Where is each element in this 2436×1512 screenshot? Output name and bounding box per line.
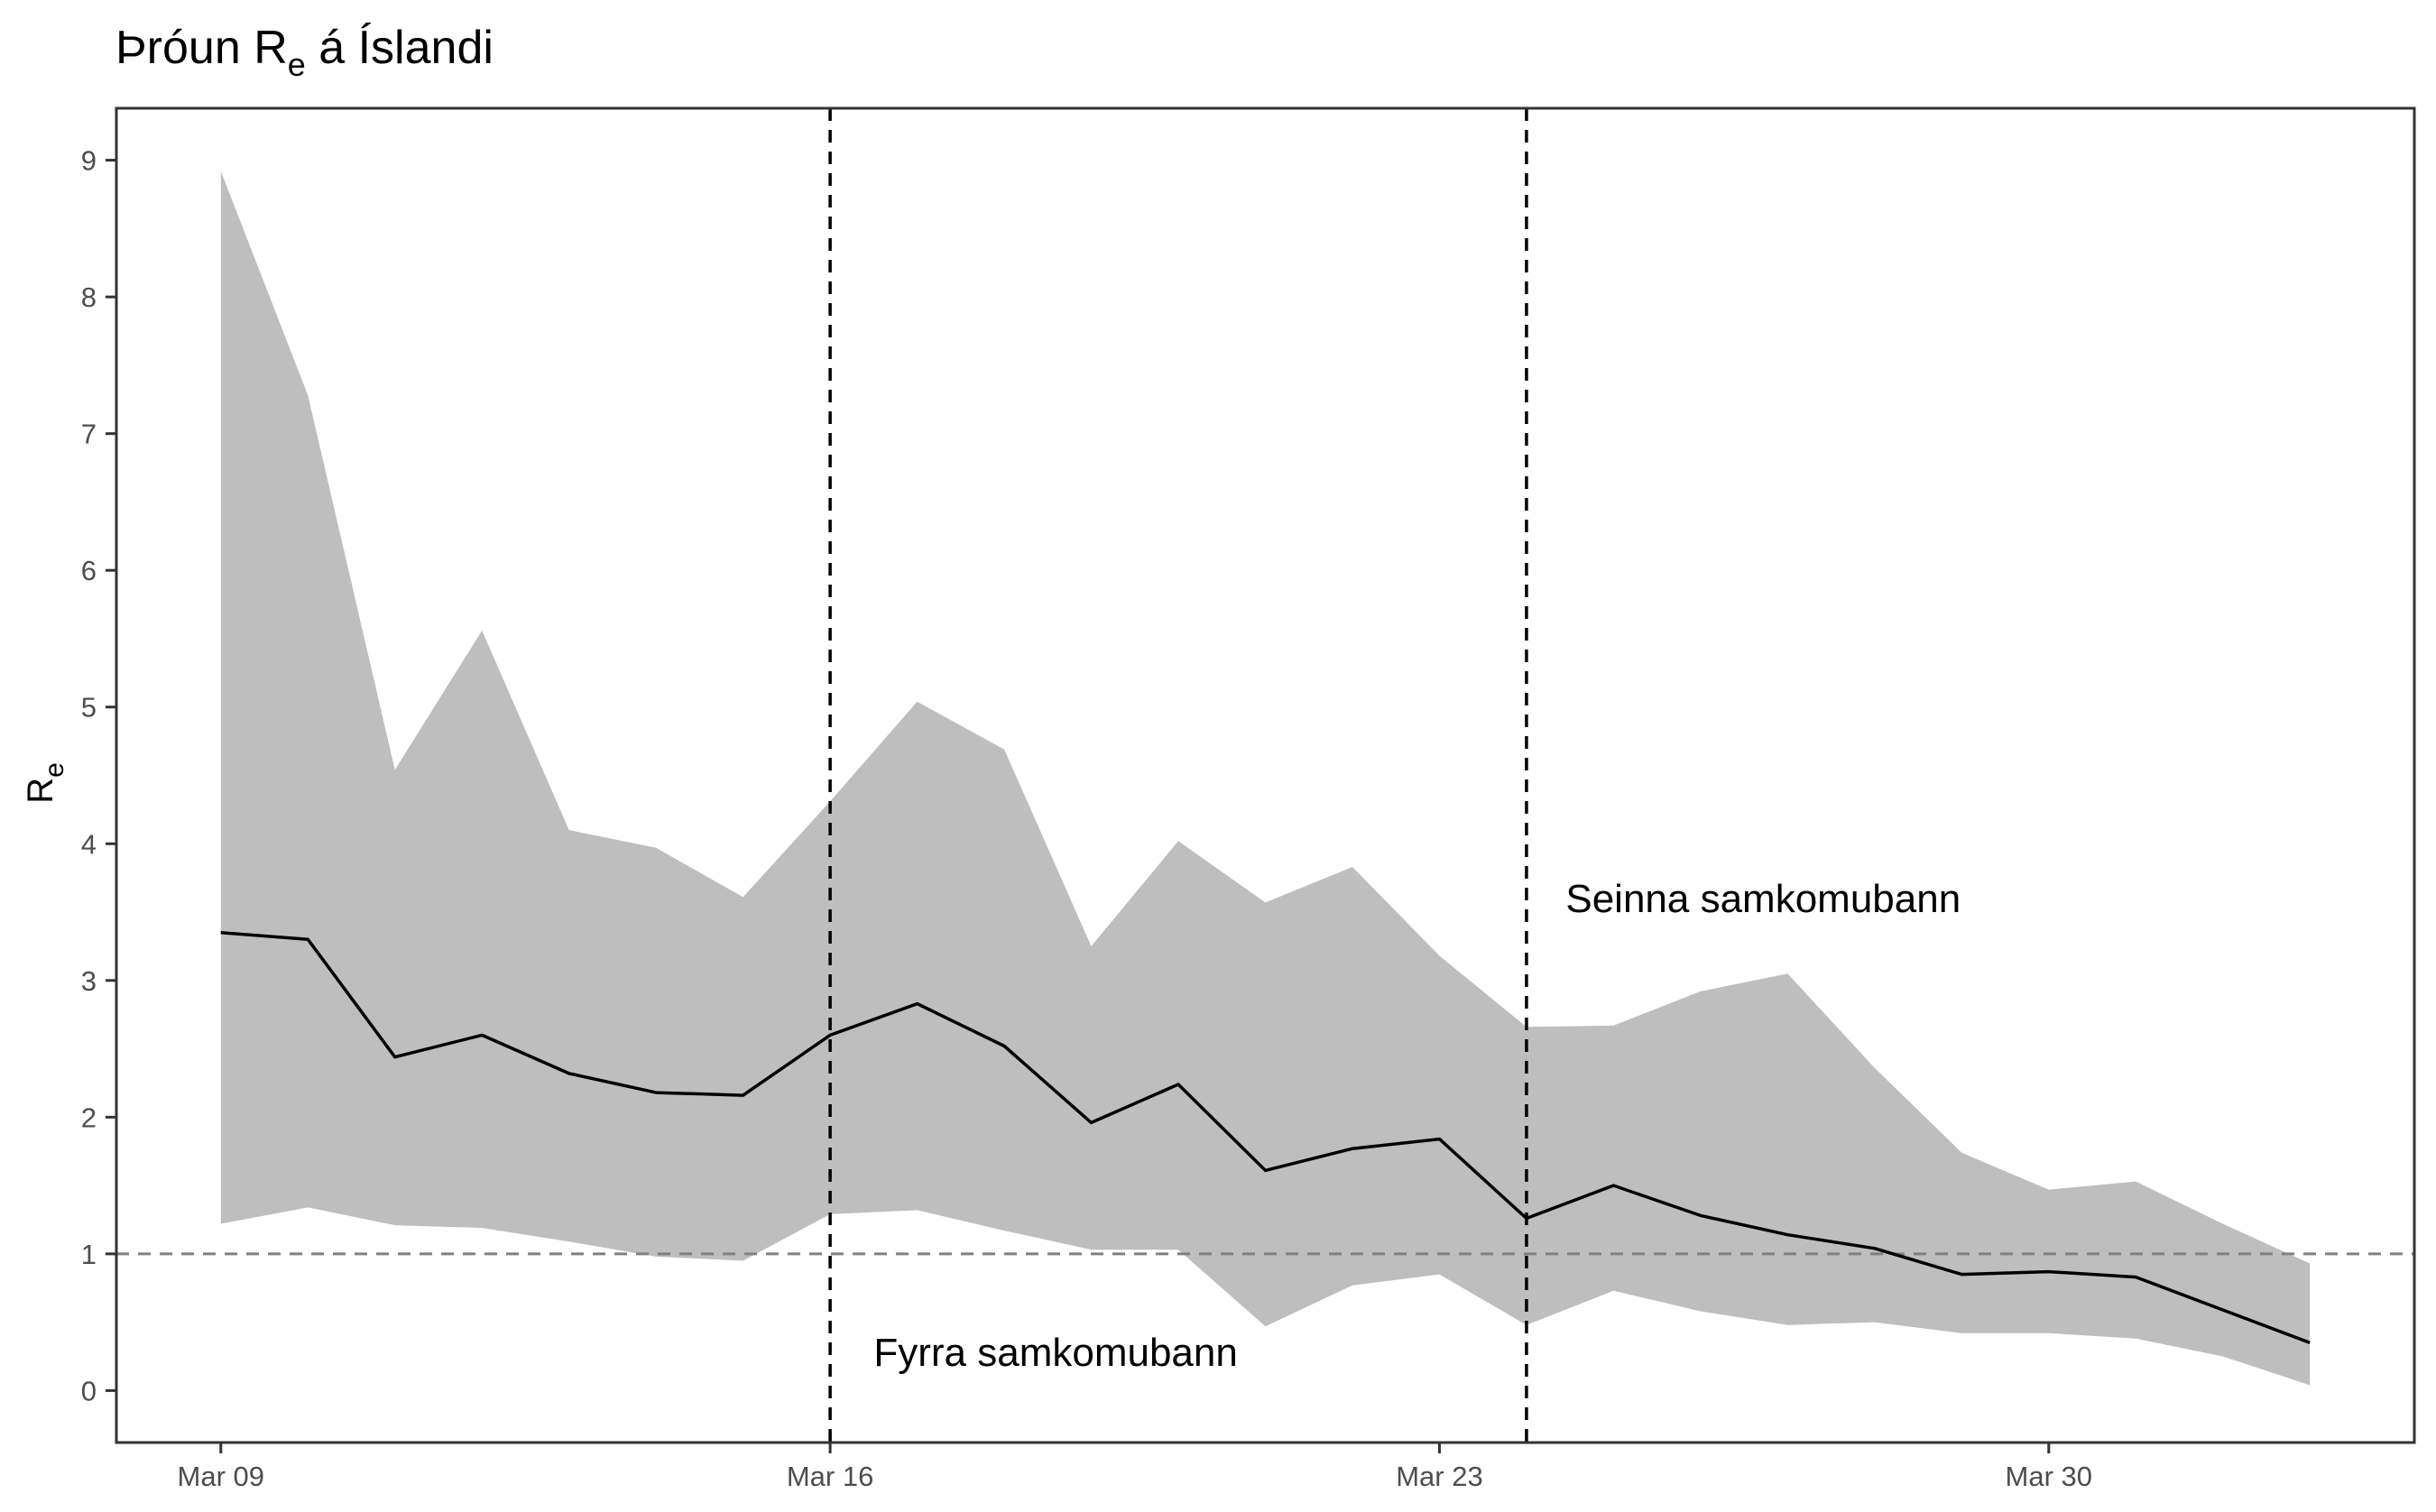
chart-title-subscript: e — [288, 46, 306, 83]
x-tick-label: Mar 30 — [2006, 1461, 2092, 1492]
y-tick-label: 2 — [81, 1102, 97, 1133]
y-axis-label-main: R — [21, 778, 60, 804]
y-tick-label: 5 — [81, 692, 97, 724]
y-tick-label: 9 — [81, 145, 97, 177]
y-axis-label-subscript: e — [40, 762, 69, 778]
x-tick-label: Mar 16 — [787, 1461, 873, 1492]
y-axis-label: Re — [21, 762, 69, 804]
annotation-0: Fyrra samkomubann — [873, 1331, 1237, 1375]
x-tick-label: Mar 09 — [178, 1461, 264, 1492]
credible-interval-band — [220, 171, 2311, 1386]
chart-title-rest: á Íslandi — [306, 22, 494, 74]
y-tick-label: 0 — [81, 1375, 97, 1406]
y-tick-label: 1 — [81, 1239, 97, 1270]
chart-title-main: Þróun R — [115, 22, 288, 74]
svg-text:Re: Re — [21, 762, 69, 804]
chart-title: Þróun Re á Íslandi — [115, 22, 494, 83]
y-tick-label: 3 — [81, 965, 97, 997]
y-tick-label: 4 — [81, 828, 97, 860]
y-tick-label: 8 — [81, 281, 97, 313]
plot-area: Fyrra samkomubann Seinna samkomubann — [116, 108, 2414, 1443]
y-tick-label: 6 — [81, 555, 97, 586]
plot-panel-border — [115, 106, 2416, 1444]
x-tick-label: Mar 23 — [1396, 1461, 1482, 1492]
annotation-1: Seinna samkomubann — [1565, 877, 1961, 921]
y-tick-label: 7 — [81, 419, 97, 450]
